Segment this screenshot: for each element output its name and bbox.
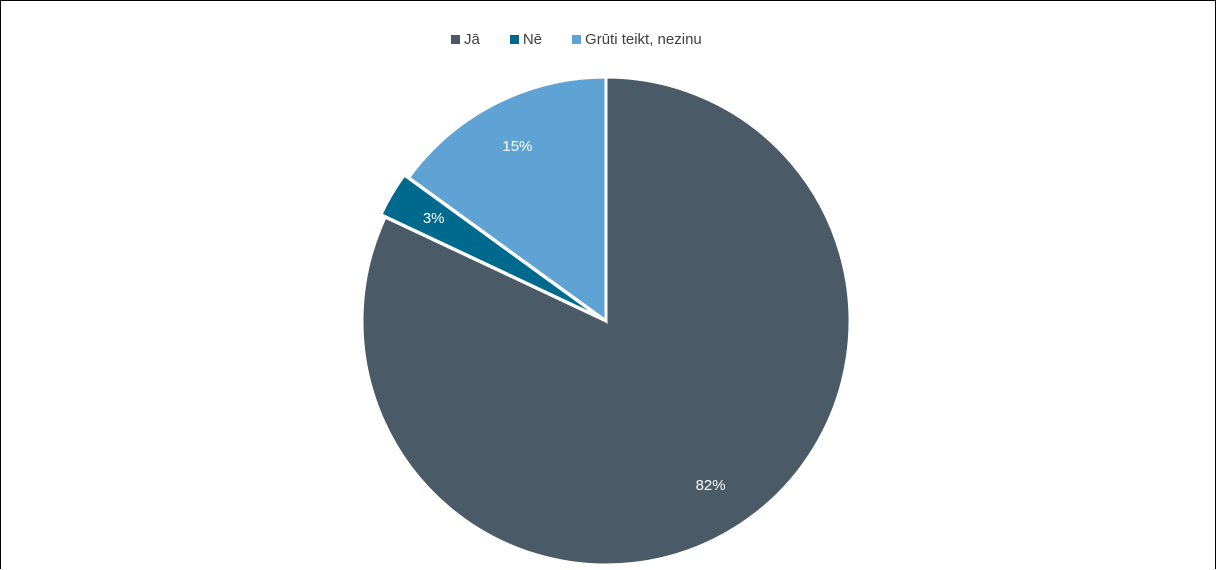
- legend-item-gruti: Grūti teikt, nezinu: [572, 31, 702, 48]
- legend-label-ne: Nē: [522, 31, 543, 48]
- legend-label-ja: Jā: [464, 31, 480, 48]
- legend-item-ja: Jā: [451, 31, 480, 48]
- legend-item-ne: Nē: [509, 31, 543, 48]
- legend-swatch-ja: [451, 35, 460, 44]
- data-label-ja: 82%: [696, 477, 726, 494]
- legend: Jā Nē Grūti teikt, nezinu: [451, 31, 702, 48]
- pie-slice-ne: [378, 172, 603, 320]
- legend-swatch-ne: [509, 35, 519, 44]
- pie-slice-gruti: [406, 75, 608, 324]
- legend-label-gruti: Grūti teikt, nezinu: [585, 31, 702, 48]
- data-label-ne: 3%: [423, 210, 445, 227]
- data-label-gruti: 15%: [502, 138, 532, 155]
- legend-swatch-gruti: [572, 35, 582, 44]
